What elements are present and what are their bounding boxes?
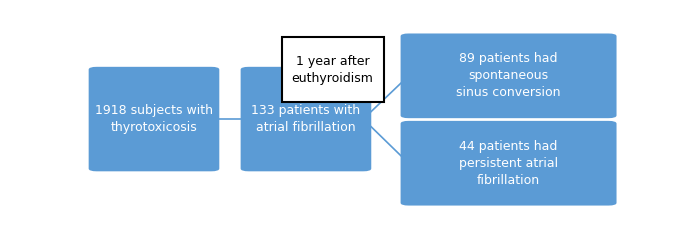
Text: 89 patients had
spontaneous
sinus conversion: 89 patients had spontaneous sinus conver…: [456, 52, 561, 99]
FancyBboxPatch shape: [89, 67, 219, 171]
FancyBboxPatch shape: [281, 37, 383, 102]
FancyBboxPatch shape: [241, 67, 372, 171]
Text: 1 year after
euthyroidism: 1 year after euthyroidism: [292, 55, 374, 84]
Text: 44 patients had
persistent atrial
fibrillation: 44 patients had persistent atrial fibril…: [459, 140, 558, 187]
FancyBboxPatch shape: [400, 121, 616, 205]
Text: 133 patients with
atrial fibrillation: 133 patients with atrial fibrillation: [251, 104, 361, 134]
Text: 1918 subjects with
thyrotoxicosis: 1918 subjects with thyrotoxicosis: [95, 104, 213, 134]
FancyBboxPatch shape: [400, 33, 616, 118]
